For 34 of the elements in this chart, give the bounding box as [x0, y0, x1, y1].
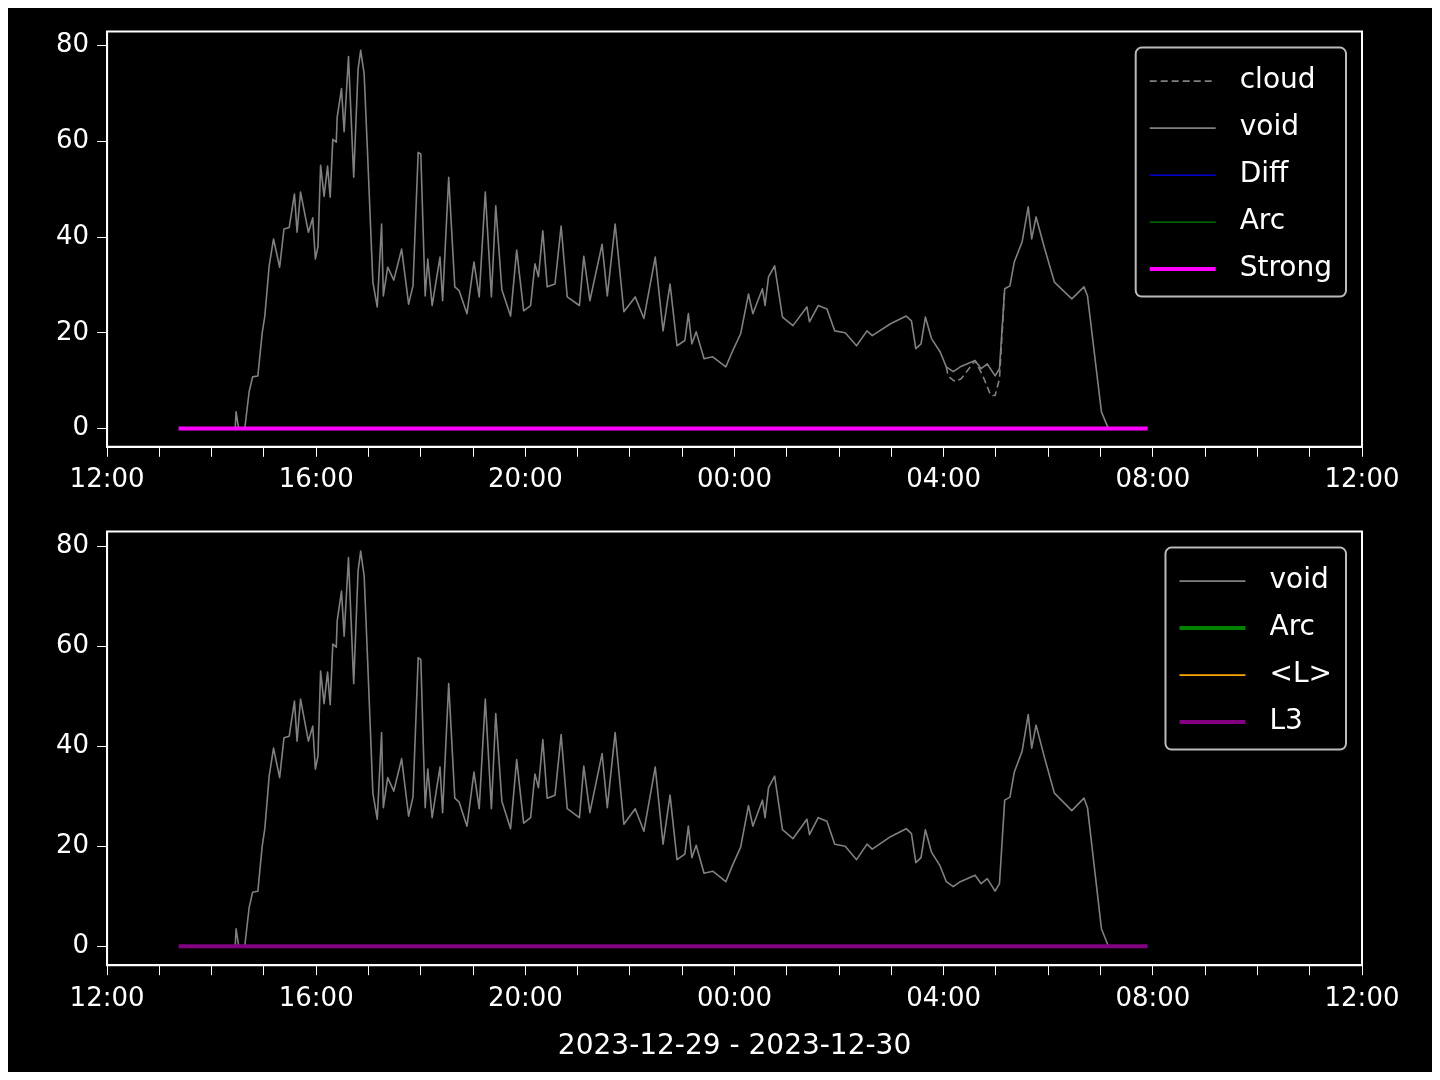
x-tick-label: 12:00 [69, 463, 145, 494]
x-tick-label: 12:00 [1324, 981, 1400, 1012]
y-tick-label: 0 [72, 411, 90, 442]
x-tick-label: 12:00 [69, 981, 145, 1012]
y-tick-label: 20 [55, 828, 90, 859]
legend-label: void [1239, 109, 1299, 143]
x-tick-label: 16:00 [278, 463, 354, 494]
legend-label: Strong [1239, 250, 1333, 284]
y-tick-label: 40 [55, 728, 90, 759]
x-tick-label: 08:00 [1115, 981, 1191, 1012]
x-axis-title: 2023-12-29 - 2023-12-30 [557, 1028, 912, 1062]
x-tick-label: 00:00 [697, 981, 773, 1012]
x-tick-label: 16:00 [278, 981, 354, 1012]
x-tick-label: 20:00 [487, 463, 563, 494]
y-tick-label: 20 [55, 315, 90, 346]
y-tick-label: 60 [55, 124, 90, 155]
legend-label: cloud [1239, 62, 1316, 96]
x-tick-label: 00:00 [697, 463, 773, 494]
legend-label: Arc [1239, 203, 1286, 237]
x-tick-label: 04:00 [906, 981, 982, 1012]
y-tick-label: 60 [55, 628, 90, 659]
y-tick-label: 80 [55, 28, 90, 59]
x-tick-label: 12:00 [1324, 463, 1400, 494]
legend-label: <L> [1269, 656, 1333, 690]
y-tick-label: 40 [55, 219, 90, 250]
legend-label: Arc [1269, 609, 1315, 643]
x-tick-label: 04:00 [906, 463, 982, 494]
y-tick-label: 0 [72, 928, 90, 959]
x-tick-label: 20:00 [487, 981, 563, 1012]
legend-label: Diff [1239, 156, 1290, 190]
legend-label: L3 [1269, 703, 1303, 737]
y-tick-label: 80 [55, 528, 90, 559]
x-tick-label: 08:00 [1115, 463, 1191, 494]
legend-label: void [1269, 562, 1329, 596]
